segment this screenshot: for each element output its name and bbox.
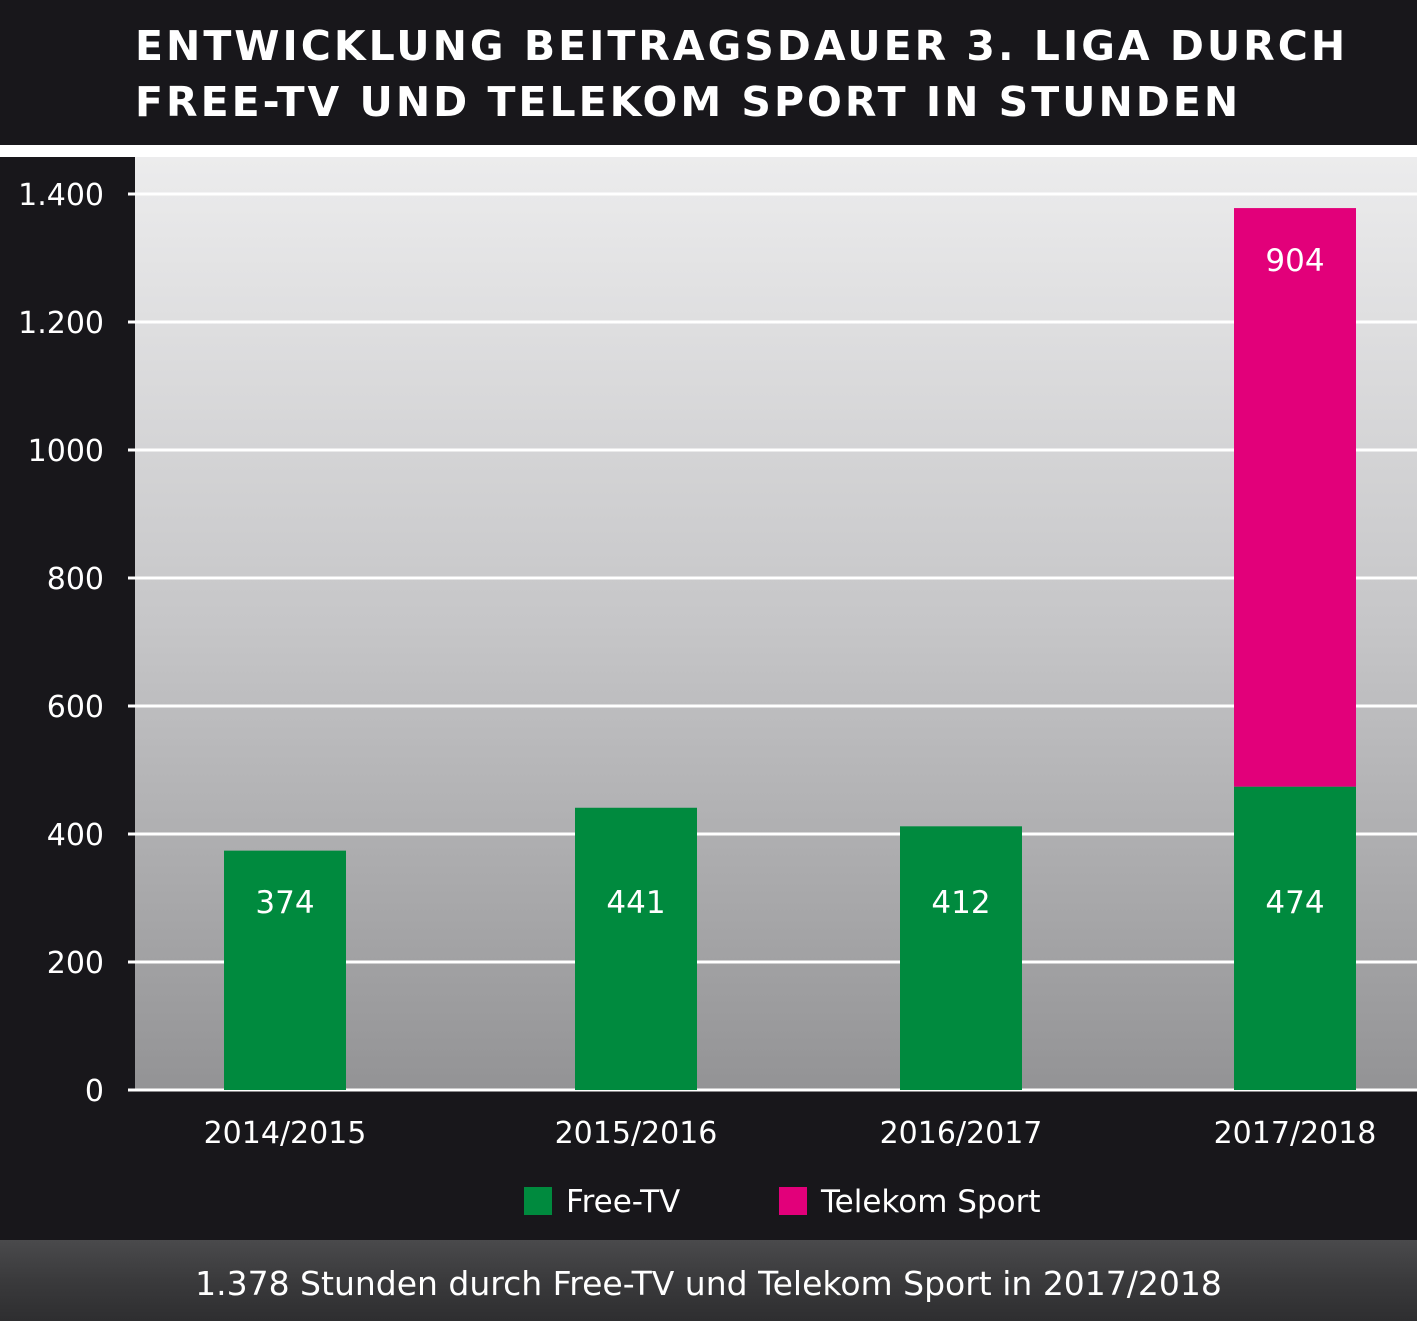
bar-telekom-sport [1234,208,1356,787]
title-separator [0,145,1417,157]
chart-title-line-2: FREE-TV UND TELEKOM SPORT IN STUNDEN [135,78,1242,126]
y-tick-label: 0 [85,1074,104,1109]
footer-text: 1.378 Stunden durch Free-TV und Telekom … [195,1264,1222,1303]
data-label: 441 [606,885,665,921]
title-block: ENTWICKLUNG BEITRAGSDAUER 3. LIGA DURCH … [0,0,1417,145]
y-tick-label: 1.400 [18,178,104,213]
legend-label: Telekom Sport [820,1184,1041,1220]
footer-banner: 1.378 Stunden durch Free-TV und Telekom … [0,1240,1417,1321]
bar-free-tv [575,807,697,1090]
y-tick-label: 600 [47,690,104,725]
y-tick-label: 1.200 [18,306,104,341]
x-tick-label: 2014/2015 [204,1116,367,1151]
bar-free-tv [224,850,346,1090]
x-tick-label: 2015/2016 [555,1116,718,1151]
plot-area [135,157,1417,1090]
y-tick-label: 400 [47,818,104,853]
data-label: 412 [931,885,990,921]
legend-swatch-telekom-sport [779,1187,807,1215]
chart: 0 200 400 600 800 1000 1.200 1.400 374 441 412 474… [18,157,1417,1220]
y-tick-label: 1000 [28,434,104,469]
data-label: 904 [1265,243,1324,279]
data-label: 474 [1265,885,1324,921]
legend-label: Free-TV [566,1184,680,1220]
y-tick-label: 200 [47,946,104,981]
x-tick-label: 2017/2018 [1214,1116,1377,1151]
data-label: 374 [255,885,314,921]
y-tick-label: 800 [47,562,104,597]
chart-title-line-1: ENTWICKLUNG BEITRAGSDAUER 3. LIGA DURCH [135,22,1349,70]
x-tick-label: 2016/2017 [880,1116,1043,1151]
legend-swatch-free-tv [524,1187,552,1215]
bar-free-tv [1234,786,1356,1090]
bar-free-tv [900,826,1022,1090]
